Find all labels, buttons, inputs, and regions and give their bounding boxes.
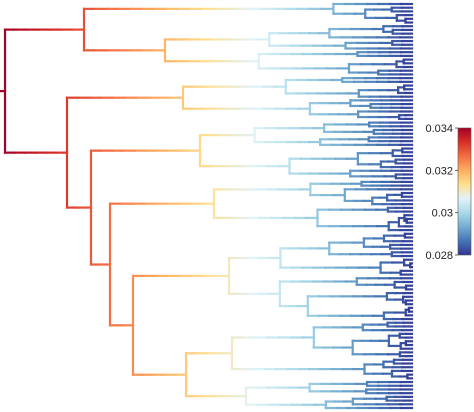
color-scale-legend: 0.034 0.032 0.03 0.028	[425, 123, 472, 262]
color-scale-bar	[457, 127, 472, 256]
tree-branches	[0, 2, 414, 410]
color-scale-tick-label: 0.028	[425, 250, 453, 262]
color-scale-tick-label: 0.032	[425, 165, 453, 177]
color-scale-tick-label: 0.034	[425, 123, 453, 135]
color-scale-tick-label: 0.03	[432, 208, 453, 220]
color-scale-ticks: 0.034 0.032 0.03 0.028	[425, 123, 458, 262]
